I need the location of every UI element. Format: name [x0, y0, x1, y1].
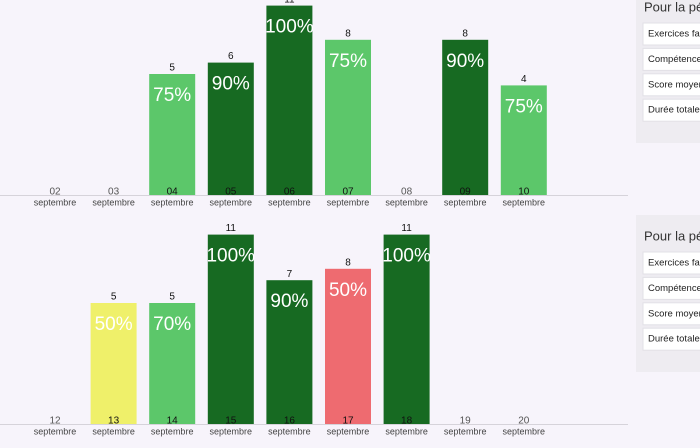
- day-label: 08: [401, 187, 413, 198]
- bar: [207, 62, 254, 195]
- bar-score: 75%: [153, 85, 191, 106]
- month-label: septembre: [503, 197, 546, 207]
- panel-row: [642, 22, 700, 46]
- bar-score: 90%: [270, 291, 308, 312]
- month-label: septembre: [444, 197, 487, 207]
- bar-count: 5: [169, 292, 175, 303]
- bar-count: 7: [287, 269, 293, 280]
- month-label: septembre: [503, 426, 546, 436]
- panel-row: [642, 47, 700, 71]
- month-label: septembre: [210, 426, 253, 436]
- panel-row: [642, 251, 700, 275]
- day-label: 20: [518, 416, 530, 427]
- panel-row-label: Durée totale: [648, 334, 700, 345]
- bar: [325, 39, 371, 195]
- bar: [266, 5, 313, 195]
- panel-row-label: Exercices faits: [648, 29, 700, 40]
- bar-score: 90%: [212, 74, 250, 95]
- panel-title: Pour la pér: [644, 0, 700, 14]
- bar-score: 100%: [206, 246, 255, 267]
- panel-title: Pour la pér: [644, 228, 700, 243]
- bar-count: 11: [401, 223, 412, 234]
- bar-count: 5: [111, 292, 117, 303]
- panel-row: [642, 302, 700, 326]
- panel-row: [642, 327, 700, 351]
- bar: [149, 74, 196, 195]
- day-label: 18: [401, 416, 413, 427]
- month-label: septembre: [210, 197, 253, 207]
- day-label: 19: [460, 416, 472, 427]
- day-label: 15: [225, 416, 237, 427]
- bar-score: 100%: [265, 17, 314, 38]
- bar-count: 8: [345, 28, 351, 39]
- bar-count: 8: [462, 28, 468, 39]
- month-label: septembre: [92, 197, 135, 207]
- bar-score: 90%: [446, 51, 484, 72]
- month-label: septembre: [327, 426, 370, 436]
- day-label: 10: [518, 187, 530, 198]
- month-label: septembre: [327, 197, 370, 207]
- day-label: 02: [49, 187, 61, 198]
- panel-row-label: Score moyen: [648, 79, 700, 90]
- bar-score: 70%: [153, 314, 191, 335]
- month-label: septembre: [444, 426, 487, 436]
- month-label: septembre: [268, 426, 311, 436]
- day-label: 17: [342, 416, 354, 427]
- month-label: septembre: [385, 197, 428, 207]
- day-label: 09: [460, 187, 472, 198]
- month-label: septembre: [151, 197, 194, 207]
- bar: [90, 303, 137, 424]
- bar-count: 11: [284, 0, 295, 5]
- month-label: septembre: [34, 426, 77, 436]
- day-label: 05: [225, 187, 237, 198]
- bar: [207, 234, 254, 424]
- panel-row-label: Compétences: [648, 283, 700, 294]
- month-label: septembre: [151, 426, 194, 436]
- panel-row: [642, 98, 700, 122]
- day-label: 06: [284, 187, 296, 198]
- bar: [149, 303, 196, 424]
- bar-score: 75%: [505, 96, 543, 117]
- panel-row-label: Score moyen: [648, 308, 700, 319]
- bar: [500, 85, 547, 195]
- bar-score: 100%: [382, 246, 431, 267]
- bar-score: 75%: [329, 51, 367, 72]
- bar: [383, 234, 430, 424]
- day-label: 03: [108, 187, 120, 198]
- panel-row-label: Durée totale: [648, 105, 700, 116]
- month-label: septembre: [34, 197, 77, 207]
- bar-count: 8: [345, 257, 351, 268]
- bar-count: 5: [169, 63, 175, 74]
- bar-score: 50%: [329, 280, 367, 301]
- month-label: septembre: [385, 426, 428, 436]
- bar-count: 11: [226, 223, 237, 234]
- month-label: septembre: [268, 197, 311, 207]
- day-label: 12: [49, 416, 61, 427]
- bar: [325, 268, 371, 424]
- panel-row: [642, 276, 700, 300]
- day-label: 13: [108, 416, 120, 427]
- bar: [266, 280, 313, 424]
- month-label: septembre: [92, 426, 135, 436]
- panel-row: [642, 73, 700, 97]
- day-label: 04: [167, 187, 179, 198]
- bar: [442, 39, 489, 195]
- bar-count: 4: [521, 74, 527, 85]
- day-label: 07: [342, 187, 354, 198]
- panel-row-label: Compétences: [648, 54, 700, 65]
- day-label: 16: [284, 416, 296, 427]
- day-label: 14: [167, 416, 179, 427]
- panel-row-label: Exercices faits: [648, 258, 700, 269]
- bar-score: 50%: [95, 314, 133, 335]
- bar-count: 6: [228, 51, 234, 62]
